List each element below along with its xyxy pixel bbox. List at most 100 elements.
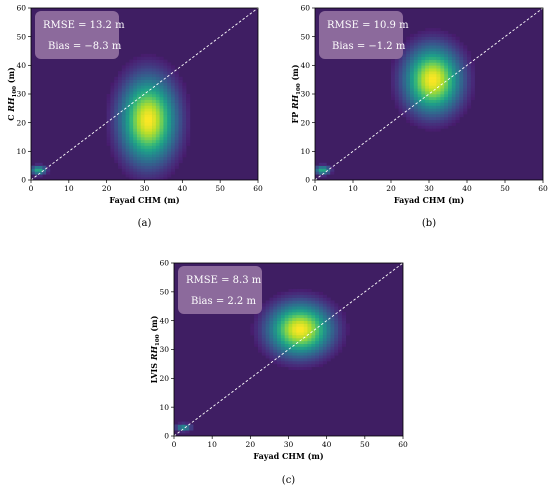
- density-cell: [159, 148, 164, 152]
- density-cell: [178, 102, 183, 106]
- density-cell: [277, 314, 282, 319]
- density-cell: [140, 162, 145, 166]
- x-tick-label: 0: [172, 440, 177, 449]
- density-cell: [167, 119, 172, 123]
- density-cell: [436, 73, 441, 78]
- density-cell: [133, 128, 138, 132]
- density-cell: [307, 340, 312, 345]
- density-cell: [410, 82, 415, 86]
- density-cell: [326, 314, 331, 319]
- density-cell: [319, 349, 324, 353]
- density-cell: [307, 300, 312, 304]
- density-cell: [402, 45, 407, 49]
- density-cell: [455, 56, 460, 60]
- density-cell: [254, 329, 259, 333]
- density-cell: [178, 96, 183, 101]
- density-cell: [181, 421, 186, 425]
- density-cell: [280, 363, 285, 368]
- density-cell: [330, 312, 335, 316]
- density-cell: [311, 358, 316, 362]
- density-cell: [391, 62, 396, 66]
- density-cell: [410, 88, 415, 92]
- density-cell: [451, 62, 456, 66]
- density-cell: [167, 122, 172, 126]
- density-cell: [148, 174, 153, 178]
- density-cell: [315, 346, 320, 350]
- density-cell: [170, 108, 176, 112]
- density-cell: [398, 88, 403, 92]
- density-cell: [170, 131, 176, 135]
- density-cell: [455, 48, 460, 52]
- density-cell: [413, 45, 418, 49]
- panel-caption: (b): [422, 218, 436, 229]
- density-cell: [114, 139, 119, 144]
- density-cell: [455, 114, 460, 118]
- density-cell: [444, 108, 449, 112]
- density-cell: [254, 332, 259, 336]
- density-cell: [296, 294, 301, 298]
- density-cell: [250, 323, 255, 327]
- density-cell: [182, 82, 187, 86]
- density-cell: [341, 326, 347, 330]
- density-cell: [152, 79, 157, 83]
- density-cell: [136, 165, 142, 169]
- density-cell: [182, 105, 187, 109]
- density-cell: [398, 111, 403, 115]
- density-cell: [121, 122, 126, 126]
- density-cell: [436, 39, 441, 43]
- density-cell: [129, 73, 134, 78]
- density-cell: [140, 79, 145, 83]
- density-cell: [284, 320, 289, 324]
- density-cell: [144, 142, 149, 146]
- density-cell: [284, 294, 289, 298]
- density-cell: [307, 358, 312, 362]
- density-cell: [322, 326, 327, 330]
- density-cell: [133, 82, 138, 86]
- density-cell: [406, 56, 411, 60]
- density-cell: [155, 168, 160, 172]
- density-cell: [303, 366, 308, 370]
- density-cell: [296, 300, 301, 304]
- density-cell: [182, 145, 187, 149]
- density-cell: [413, 71, 418, 75]
- density-cell: [315, 340, 320, 345]
- density-cell: [436, 51, 441, 55]
- density-cell: [269, 314, 274, 319]
- density-cell: [440, 111, 445, 115]
- density-cell: [277, 317, 282, 321]
- density-cell: [444, 59, 449, 63]
- density-cell: [406, 94, 411, 98]
- density-cell: [125, 165, 130, 169]
- density-cell: [436, 45, 441, 49]
- density-cell: [280, 317, 285, 321]
- density-cell: [417, 39, 422, 43]
- density-cell: [296, 291, 301, 296]
- density-cell: [341, 317, 347, 321]
- density-cell: [394, 85, 399, 89]
- density-cell: [402, 68, 407, 72]
- density-cell: [303, 340, 308, 345]
- density-cell: [110, 94, 115, 98]
- density-cell: [440, 91, 445, 95]
- density-cell: [133, 96, 138, 101]
- density-cell: [174, 125, 179, 129]
- density-cell: [129, 96, 134, 101]
- density-cell: [429, 53, 434, 58]
- density-cell: [167, 65, 172, 69]
- density-cell: [38, 165, 43, 169]
- density-cell: [174, 157, 179, 161]
- density-cell: [459, 88, 464, 92]
- density-cell: [326, 349, 331, 353]
- density-cell: [277, 358, 282, 362]
- density-cell: [121, 68, 126, 72]
- density-cell: [189, 424, 194, 428]
- density-cell: [163, 131, 168, 135]
- density-cell: [467, 88, 472, 92]
- density-cell: [299, 326, 305, 330]
- density-cell: [174, 424, 179, 428]
- density-cell: [273, 352, 278, 356]
- density-cell: [129, 125, 134, 129]
- density-cell: [140, 131, 145, 135]
- x-tick-label: 30: [140, 184, 150, 193]
- density-cell: [174, 427, 179, 431]
